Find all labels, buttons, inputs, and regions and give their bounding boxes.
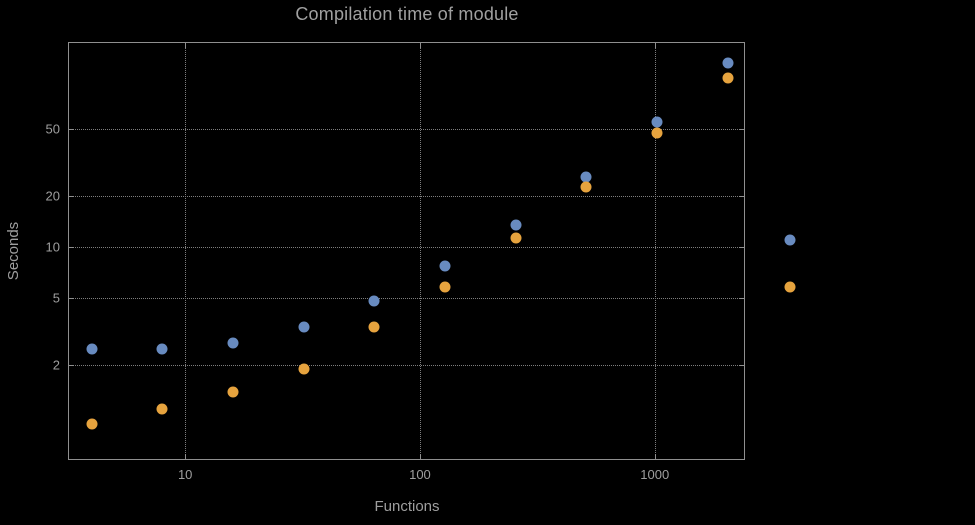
x-tick-mark bbox=[419, 454, 421, 459]
y-gridline bbox=[69, 365, 744, 367]
data-point-series-1-blue bbox=[722, 57, 734, 69]
x-tick-mark bbox=[185, 454, 187, 459]
x-axis-label: Functions bbox=[374, 498, 440, 515]
data-point-series-1-blue bbox=[439, 260, 451, 272]
data-point-series-2-orange bbox=[722, 72, 734, 84]
y-gridline bbox=[69, 195, 744, 197]
data-point-series-1-blue bbox=[368, 295, 380, 307]
x-tick-label: 1000 bbox=[640, 467, 670, 482]
legend-marker-series-2-orange bbox=[784, 281, 796, 293]
x-tick-label: 100 bbox=[409, 467, 431, 482]
x-tick-mark bbox=[654, 454, 656, 459]
legend-marker-series-1-blue bbox=[784, 234, 796, 246]
data-point-series-1-blue bbox=[580, 171, 592, 183]
data-point-series-2-orange bbox=[651, 127, 663, 139]
y-gridline bbox=[69, 128, 744, 130]
x-gridline bbox=[654, 43, 656, 459]
y-tick-label: 2 bbox=[52, 357, 60, 373]
data-point-series-1-blue bbox=[510, 219, 522, 231]
plot-frame: 10 100 1000 2 5 10 20 50 bbox=[46, 42, 745, 482]
y-tick-label: 20 bbox=[45, 188, 60, 204]
data-point-series-1-blue bbox=[298, 321, 310, 333]
data-point-series-2-orange bbox=[227, 386, 239, 398]
data-point-series-1-blue bbox=[651, 116, 663, 128]
y-tick-mark bbox=[739, 246, 744, 248]
y-tick-label: 5 bbox=[52, 290, 60, 306]
x-gridline bbox=[185, 43, 187, 459]
data-point-series-2-orange bbox=[156, 403, 168, 415]
data-point-series-2-orange bbox=[580, 181, 592, 193]
data-point-series-1-blue bbox=[86, 343, 98, 355]
data-point-series-2-orange bbox=[510, 232, 522, 244]
y-tick-mark bbox=[739, 297, 744, 299]
data-point-series-2-orange bbox=[368, 321, 380, 333]
x-gridline bbox=[419, 43, 421, 459]
y-tick-mark bbox=[739, 365, 744, 367]
y-tick-mark bbox=[739, 195, 744, 197]
chart-title: Compilation time of module bbox=[295, 4, 519, 24]
data-point-series-1-blue bbox=[227, 337, 239, 349]
data-point-series-2-orange bbox=[439, 281, 451, 293]
x-tick-label: 10 bbox=[177, 467, 193, 482]
y-tick-mark bbox=[69, 195, 74, 197]
y-tick-label: 10 bbox=[45, 239, 60, 255]
data-point-series-2-orange bbox=[298, 363, 310, 375]
x-tick-mark bbox=[185, 43, 187, 48]
data-point-series-1-blue bbox=[156, 343, 168, 355]
y-tick-mark bbox=[69, 297, 74, 299]
y-tick-mark bbox=[69, 128, 74, 130]
y-axis-label: Seconds bbox=[5, 221, 22, 281]
y-tick-label: 50 bbox=[45, 121, 60, 137]
y-tick-mark bbox=[69, 246, 74, 248]
y-gridline bbox=[69, 246, 744, 248]
y-tick-mark bbox=[69, 365, 74, 367]
x-tick-mark bbox=[419, 43, 421, 48]
y-tick-mark bbox=[739, 128, 744, 130]
data-point-series-2-orange bbox=[86, 418, 98, 430]
y-gridline bbox=[69, 297, 744, 299]
x-tick-mark bbox=[654, 43, 656, 48]
